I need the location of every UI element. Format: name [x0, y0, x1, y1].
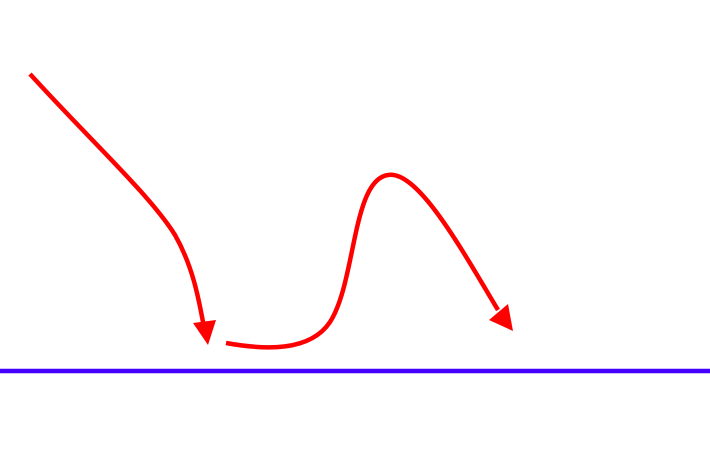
arrow-right-shaft — [225, 172, 500, 350]
arrow-left-shaft — [28, 72, 206, 323]
arrow-right-head — [489, 304, 513, 331]
arrow-left-head — [193, 320, 216, 345]
